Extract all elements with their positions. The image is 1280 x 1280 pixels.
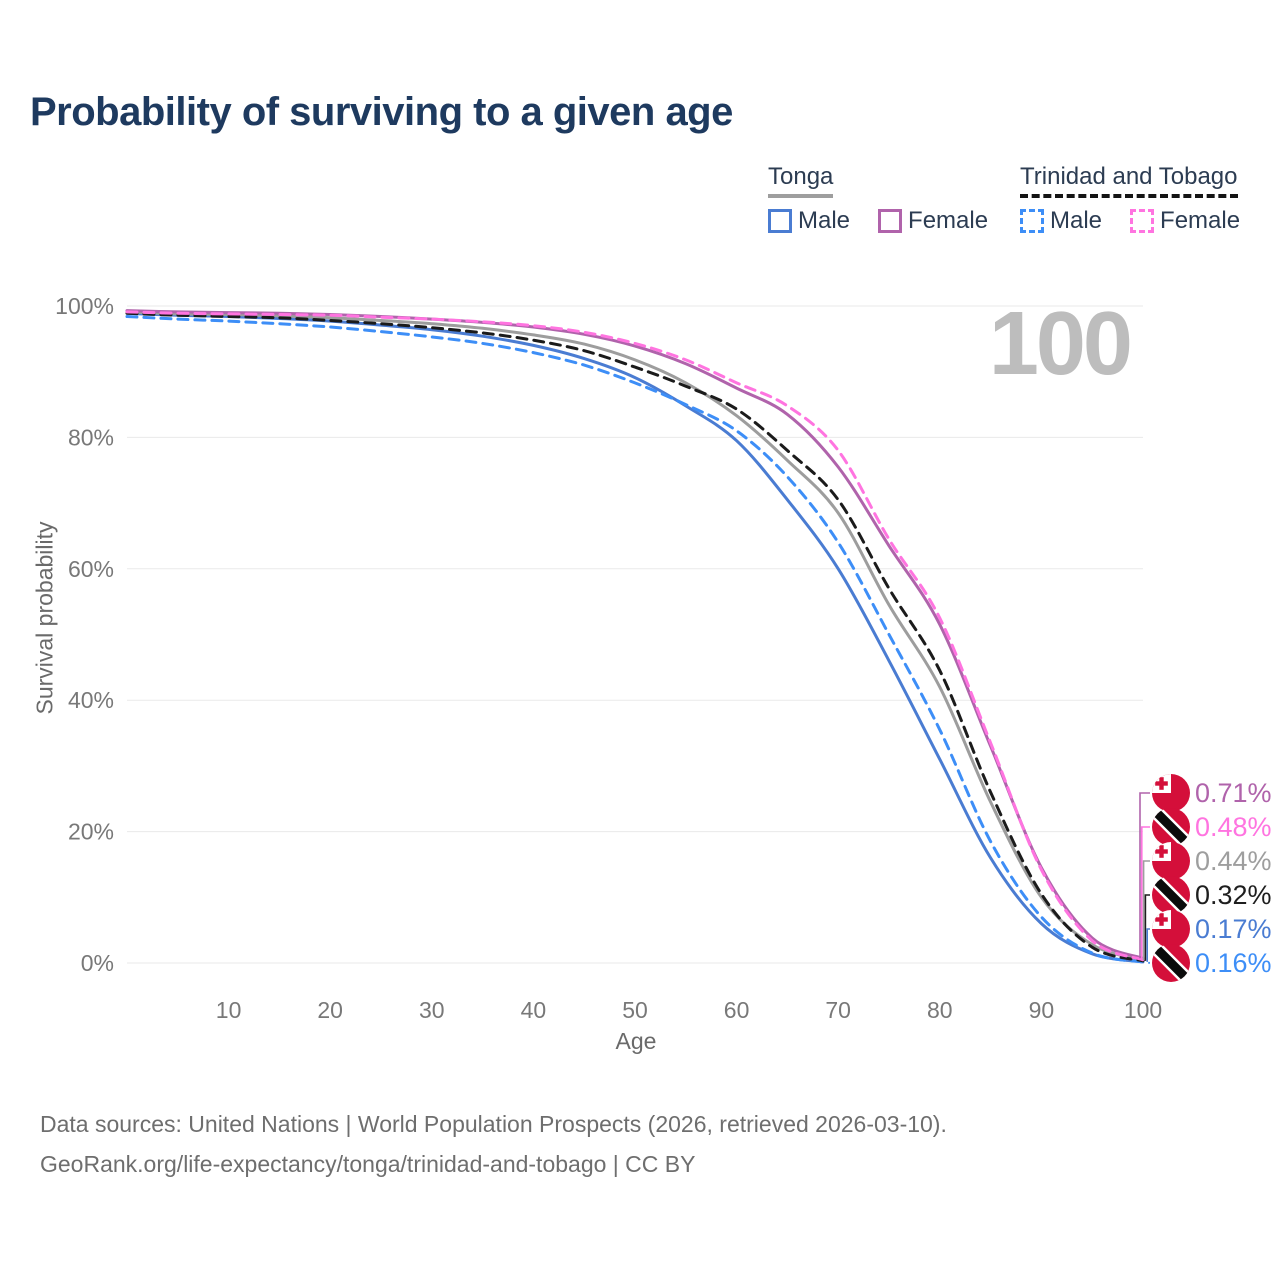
- legend-item-tonga-male[interactable]: Male: [768, 207, 850, 235]
- y-tick-label: 60%: [68, 556, 114, 582]
- legend-item-tonga-female[interactable]: Female: [878, 207, 988, 235]
- end-label-value: 0.48%: [1195, 811, 1272, 842]
- curve-tonga-female: [125, 309, 1145, 960]
- x-tick-label: 70: [825, 997, 851, 1023]
- end-label-value: 0.44%: [1195, 845, 1272, 876]
- x-tick-label: 10: [216, 997, 242, 1023]
- end-label-tt-male: 0.16%: [1152, 944, 1272, 982]
- curve-tonga-total: [125, 310, 1145, 962]
- legend-item-label: Male: [1050, 206, 1103, 234]
- curve-tt-female: [125, 310, 1145, 962]
- legend-title-tonga[interactable]: Tonga: [768, 163, 834, 198]
- x-tick-label: 60: [724, 997, 750, 1023]
- end-label-tonga-male: 0.17%: [1152, 910, 1272, 948]
- y-tick-label: 20%: [68, 819, 114, 845]
- page-title: Probability of surviving to a given age: [30, 90, 733, 134]
- end-label-tonga-female: 0.71%: [1152, 774, 1272, 812]
- tonga-male-swatch-icon: [768, 208, 792, 233]
- end-label-value: 0.32%: [1195, 879, 1272, 910]
- trinidad-and-tobago-flag-icon: [1152, 808, 1190, 846]
- tonga-female-swatch-icon: [878, 208, 903, 233]
- end-label-value: 0.16%: [1195, 947, 1272, 978]
- data-sources-text: Data sources: United Nations | World Pop…: [40, 1111, 947, 1137]
- legend-group-trinidad-and-tobago: Trinidad and Tobago Male Female: [1020, 163, 1240, 235]
- x-tick-label: 50: [622, 997, 648, 1023]
- end-label-tt-female: 0.48%: [1152, 808, 1272, 846]
- tt-female-swatch-icon: [1130, 208, 1155, 233]
- tonga-flag-icon: [1152, 774, 1190, 812]
- leader-line-tonga-total: [1142, 860, 1150, 961]
- x-tick-label: 20: [317, 997, 343, 1023]
- x-tick-label: 80: [927, 997, 953, 1023]
- x-tick-label: 100: [1124, 997, 1162, 1023]
- x-axis-title: Age: [615, 1028, 657, 1054]
- end-label-tt-total: 0.32%: [1152, 876, 1272, 914]
- legend-item-label: Female: [908, 206, 989, 234]
- leader-line-tonga-male: [1146, 928, 1150, 962]
- legend-item-label: Male: [798, 206, 851, 234]
- attribution-text: GeoRank.org/life-expectancy/tonga/trinid…: [40, 1151, 696, 1177]
- y-tick-label: 0%: [81, 950, 114, 976]
- curve-tt-male: [125, 315, 1145, 964]
- legend-row-tonga: Male Female: [768, 207, 988, 235]
- legend-title-trinidad-and-tobago[interactable]: Trinidad and Tobago: [1020, 163, 1238, 198]
- legend-item-label: Female: [1160, 206, 1241, 234]
- end-label-value: 0.17%: [1195, 913, 1272, 944]
- y-tick-label: 80%: [68, 424, 114, 450]
- x-tick-label: 30: [419, 997, 445, 1023]
- end-label-tonga-total: 0.44%: [1152, 842, 1272, 880]
- leader-line-tt-total: [1144, 894, 1150, 961]
- legend-row-trinidad-and-tobago: Male Female: [1020, 207, 1240, 235]
- tt-male-swatch-icon: [1020, 208, 1044, 233]
- footer: Data sources: United Nations | World Pop…: [40, 1104, 947, 1184]
- trinidad-and-tobago-flag-icon: [1152, 876, 1190, 914]
- leader-line-tt-male: [1148, 961, 1150, 964]
- legend-group-tonga: Tonga Male Female: [768, 163, 988, 235]
- x-tick-label: 90: [1029, 997, 1055, 1023]
- legend-item-tt-female[interactable]: Female: [1130, 207, 1240, 235]
- y-tick-label: 100%: [55, 293, 114, 319]
- leader-line-tonga-female: [1139, 792, 1150, 959]
- tonga-flag-icon: [1152, 842, 1190, 880]
- age-counter-watermark: 100: [988, 294, 1133, 394]
- tonga-flag-icon: [1152, 910, 1190, 948]
- leader-line-tt-female: [1141, 826, 1150, 960]
- curve-tonga-male: [125, 311, 1145, 964]
- end-label-value: 0.71%: [1195, 777, 1272, 808]
- y-tick-label: 40%: [68, 687, 114, 713]
- curve-tt-total: [125, 311, 1145, 963]
- legend-item-tt-male[interactable]: Male: [1020, 207, 1102, 235]
- trinidad-and-tobago-flag-icon: [1152, 944, 1190, 982]
- x-tick-label: 40: [521, 997, 547, 1023]
